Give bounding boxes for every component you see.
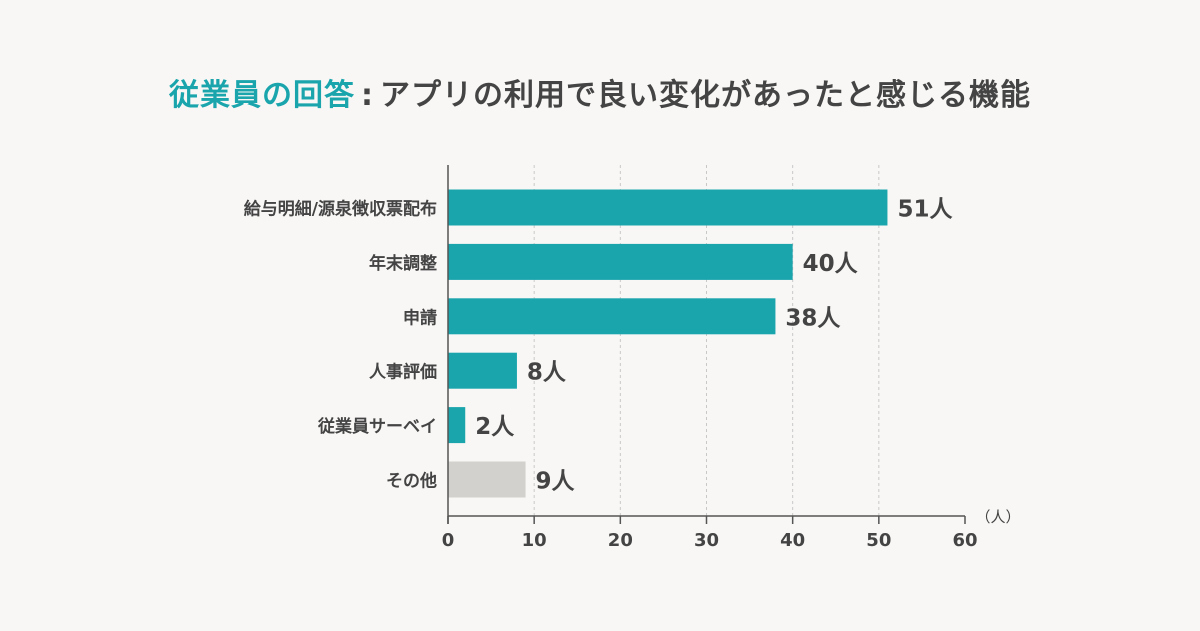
x-tick-label-40: 40 xyxy=(780,530,805,551)
value-label-3: 8人 xyxy=(527,360,567,386)
x-tick-label-20: 20 xyxy=(608,530,633,551)
bar-5 xyxy=(448,461,526,498)
bar-2 xyxy=(448,298,776,335)
value-label-1: 40人 xyxy=(803,251,859,277)
value-label-0: 51人 xyxy=(897,197,953,223)
bar-0 xyxy=(448,189,888,226)
bar-4 xyxy=(448,407,466,444)
x-tick-label-60: 60 xyxy=(952,530,977,551)
bar-1 xyxy=(448,243,793,280)
title-highlight: 従業員の回答 xyxy=(169,78,355,113)
value-label-4: 2人 xyxy=(475,414,515,440)
title-rest: アプリの利用で良い変化があったと感じる機能 xyxy=(380,78,1031,113)
title-separator: : xyxy=(361,78,374,113)
x-axis-unit-label: （人） xyxy=(975,508,1020,526)
category-label-1: 年末調整 xyxy=(369,253,437,274)
x-tick-label-50: 50 xyxy=(866,530,891,551)
bar-3 xyxy=(448,352,517,389)
value-label-5: 9人 xyxy=(536,469,576,495)
chart-title: 従業員の回答: アプリの利用で良い変化があったと感じる機能 xyxy=(0,70,1200,114)
x-tick-label-30: 30 xyxy=(694,530,719,551)
category-label-3: 人事評価 xyxy=(369,362,437,383)
x-tick-label-0: 0 xyxy=(442,530,455,551)
category-label-5: その他 xyxy=(386,471,437,492)
category-label-0: 給与明細/源泉徴収票配布 xyxy=(244,199,437,220)
value-label-2: 38人 xyxy=(785,305,841,331)
x-tick-label-10: 10 xyxy=(522,530,547,551)
category-label-4: 従業員サーベイ xyxy=(317,416,437,437)
category-label-2: 申請 xyxy=(403,307,437,328)
